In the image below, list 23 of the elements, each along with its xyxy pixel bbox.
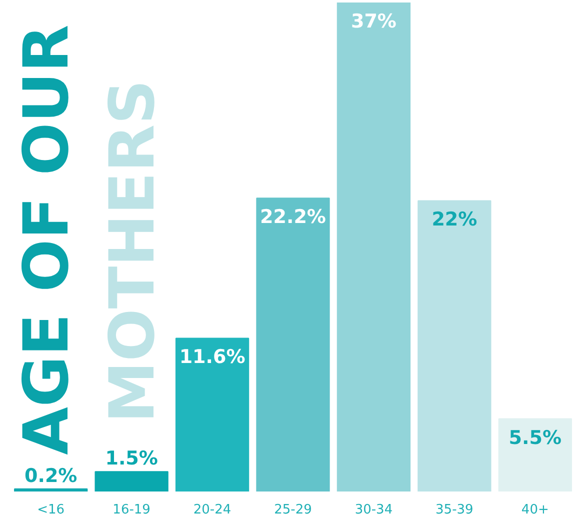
- bar: [256, 198, 330, 492]
- x-tick-label: 40+: [521, 502, 549, 518]
- data-label: 22%: [432, 208, 478, 231]
- x-tick-label: 20-24: [193, 502, 232, 518]
- bar: [336, 2, 411, 492]
- x-tick-label: 25-29: [274, 502, 312, 518]
- text: MOTHERS: [96, 80, 168, 424]
- bar: [94, 471, 168, 492]
- text: AGE OF OUR: [10, 24, 82, 455]
- x-tick-label: <16: [37, 502, 65, 518]
- bar: [175, 338, 250, 492]
- bar: [418, 200, 492, 492]
- data-label: 5.5%: [508, 426, 562, 449]
- x-tick-label: 30-34: [354, 502, 393, 518]
- data-label: 1.5%: [105, 448, 158, 470]
- x-tick-label: 16-19: [112, 502, 150, 518]
- data-label: 22.2%: [260, 206, 326, 228]
- data-label: 11.6%: [179, 346, 246, 368]
- bar: [14, 488, 88, 492]
- x-tick-label: 35-39: [436, 502, 474, 518]
- data-label: 37%: [350, 10, 396, 32]
- data-label: 0.2%: [24, 464, 78, 487]
- bar: [498, 418, 572, 492]
